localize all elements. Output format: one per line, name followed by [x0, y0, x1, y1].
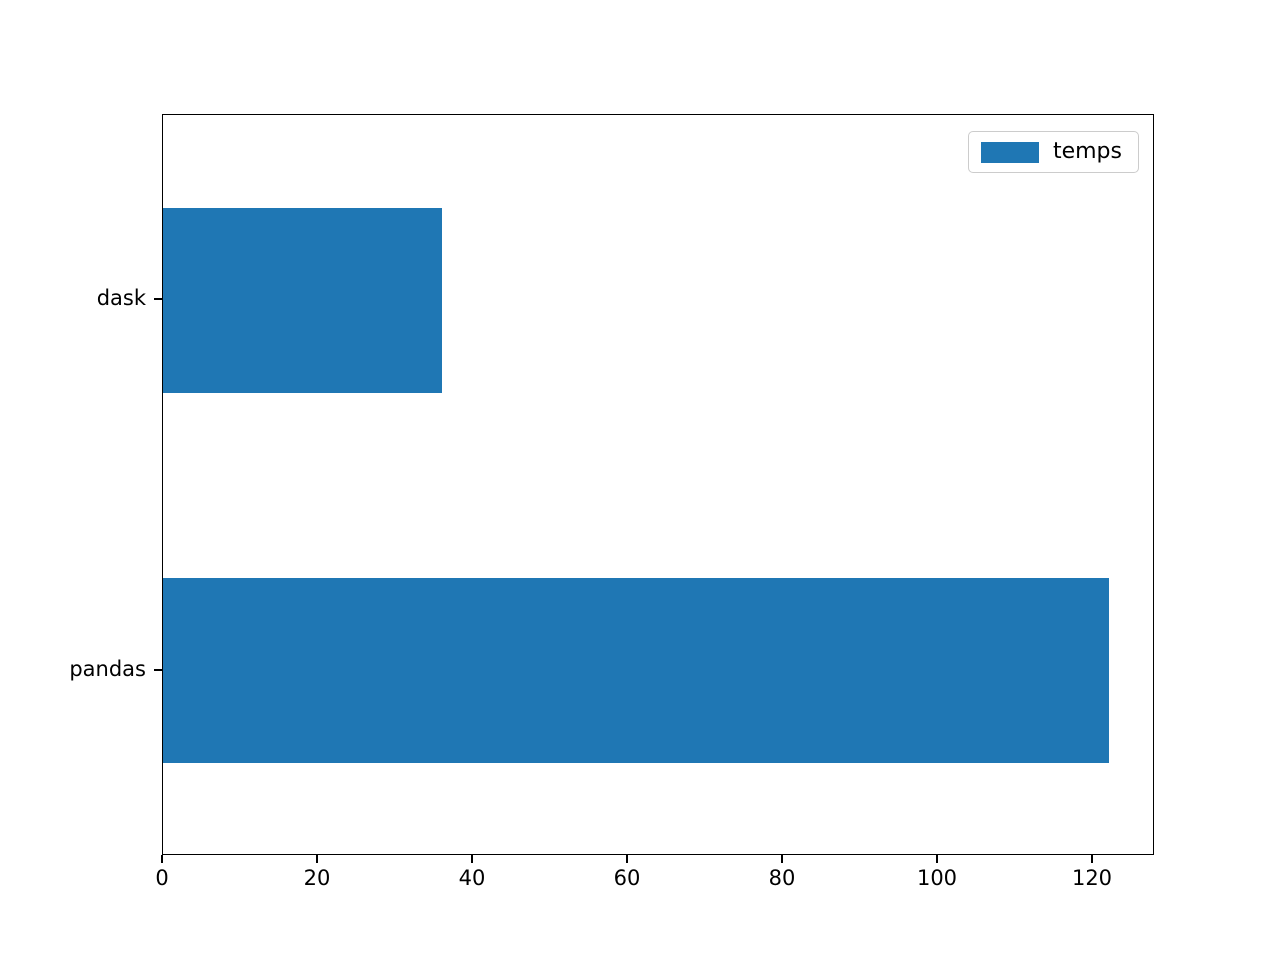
chart-legend: temps	[967, 131, 1139, 173]
x-tick-mark	[936, 855, 938, 863]
x-tick-mark	[316, 855, 318, 863]
x-tick-label: 80	[768, 866, 796, 890]
plot-area: temps	[162, 114, 1154, 855]
bar-dask	[163, 207, 442, 393]
x-tick-label: 40	[458, 866, 486, 890]
y-tick-mark	[154, 668, 162, 671]
x-tick-label: 60	[613, 866, 641, 890]
x-tick-label: 100	[916, 866, 958, 890]
x-tick-label: 120	[1071, 866, 1113, 890]
x-tick-label: 20	[303, 866, 331, 890]
x-tick-mark	[1091, 855, 1093, 863]
y-tick-label: dask	[96, 286, 146, 311]
y-tick-mark	[154, 298, 162, 301]
y-tick-label: pandas	[69, 656, 146, 681]
x-tick-mark	[471, 855, 473, 863]
legend-label: temps	[1052, 139, 1122, 164]
bar-pandas	[163, 578, 1109, 764]
x-tick-mark	[781, 855, 783, 863]
x-tick-label: 0	[155, 866, 169, 890]
x-tick-mark	[161, 855, 163, 863]
x-tick-mark	[626, 855, 628, 863]
legend-swatch	[980, 141, 1039, 163]
